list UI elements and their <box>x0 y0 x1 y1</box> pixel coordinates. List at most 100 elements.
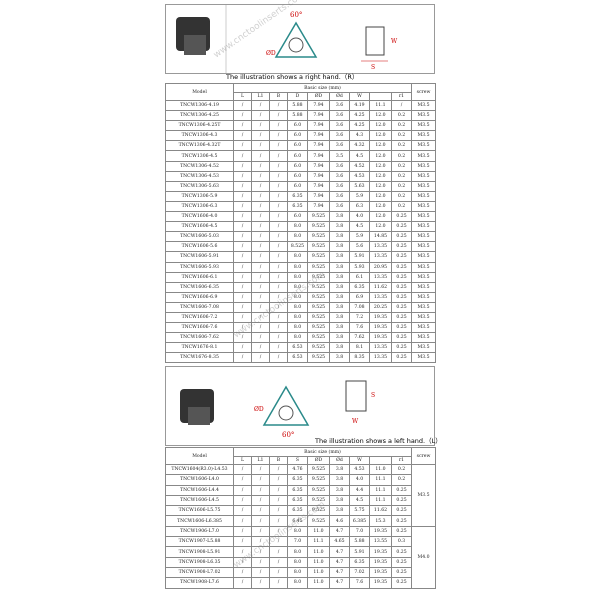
cell: 4.7 <box>329 546 350 558</box>
cell: 0.25 <box>390 281 413 293</box>
cell: 4.65 <box>329 536 350 548</box>
cell: 6.0 <box>287 180 308 192</box>
cell: TNCW1606-6.9 <box>165 291 234 303</box>
cell: 12.0 <box>369 160 392 172</box>
cell: / <box>233 546 252 558</box>
cell: 4.7 <box>329 556 350 568</box>
dim-label: W <box>391 38 398 45</box>
cell: 0.25 <box>390 484 413 496</box>
cell: / <box>251 190 270 202</box>
header-cell: D <box>287 92 308 101</box>
cell: 4.25 <box>349 120 370 132</box>
cell: 0.25 <box>390 546 413 558</box>
cell: 0.25 <box>390 221 413 233</box>
figure-left: 60° ØD W S <box>165 366 435 446</box>
header-cell: S <box>287 456 308 465</box>
cell: 9.525 <box>307 505 330 517</box>
cell: TNCW1606-L5.75 <box>165 505 234 517</box>
cell: 6.0 <box>287 160 308 172</box>
cell: / <box>269 160 288 172</box>
cell: 11.0 <box>307 546 330 558</box>
cell: 3.6 <box>329 140 350 152</box>
header-cell: L <box>233 456 252 465</box>
cell: 5.88 <box>287 110 308 122</box>
cell: TNCW1306-4.52 <box>165 160 234 172</box>
cell: / <box>233 271 252 283</box>
cell: / <box>269 150 288 162</box>
cell: 7.0 <box>287 536 308 548</box>
cell: 0.2 <box>390 190 413 202</box>
cell: / <box>269 221 288 233</box>
cell: 0.2 <box>390 474 413 486</box>
header-cell: W <box>349 92 370 101</box>
cell: 19.35 <box>369 556 392 568</box>
cell: 7.94 <box>307 150 330 162</box>
cell: TNCW1908-L6.35 <box>165 556 234 568</box>
cell: 5.91 <box>349 251 370 263</box>
cell: / <box>269 180 288 192</box>
header-cell: Ød <box>329 456 350 465</box>
cell: 3.6 <box>329 130 350 142</box>
cell: 13.35 <box>369 271 392 283</box>
cell: 0.25 <box>390 241 413 253</box>
cell: 12.0 <box>369 200 392 213</box>
cell: / <box>251 241 270 253</box>
cell: / <box>233 241 252 253</box>
header-cell: Basic size (mm) <box>232 83 413 93</box>
cell: / <box>269 505 288 517</box>
cell: 13.35 <box>369 352 392 364</box>
cell: M3.5 <box>411 221 437 233</box>
cell: 8.0 <box>287 577 308 589</box>
cell: M3.5 <box>411 311 437 324</box>
cell: 13.35 <box>369 241 392 253</box>
cell: 0.2 <box>390 150 413 162</box>
cell: 6.35 <box>287 474 308 486</box>
cell: 13.35 <box>369 291 392 303</box>
cell: 9.525 <box>307 271 330 283</box>
cell: / <box>233 505 252 517</box>
cell: / <box>233 322 252 334</box>
cell: 9.525 <box>307 241 330 253</box>
cell: 8.0 <box>287 566 308 579</box>
figure-right: 60° ØD W S <box>165 4 435 74</box>
cell: 0.25 <box>390 311 413 324</box>
cell: 7.62 <box>349 332 370 344</box>
cell: 6.385 <box>349 515 370 527</box>
header-cell: L <box>233 92 252 101</box>
cell: 6.0 <box>287 120 308 132</box>
cell: 8.0 <box>287 301 308 313</box>
cell: 7.94 <box>307 160 330 172</box>
cell: 5.91 <box>349 546 370 558</box>
cell: 0.2 <box>390 200 413 213</box>
cell: / <box>251 281 270 293</box>
cell: TNCW1606-L4.5 <box>165 494 234 507</box>
cell: / <box>233 352 252 364</box>
cell: TNCW1604(R3.0)-L4.53 <box>165 463 234 476</box>
cell: 8.0 <box>287 556 308 568</box>
cell: / <box>233 170 252 182</box>
cell: 6.0 <box>287 211 308 223</box>
cell: 7.94 <box>307 170 330 182</box>
cell: / <box>251 110 270 122</box>
cell: M3.5 <box>411 190 437 202</box>
cell: 0.25 <box>390 301 413 313</box>
cell: / <box>233 231 252 243</box>
cell: / <box>251 130 270 142</box>
cell: / <box>251 251 270 263</box>
header-cell: ØD <box>307 92 330 101</box>
cell: TNCW1606-7.62 <box>165 332 234 344</box>
cell: 0.25 <box>390 556 413 568</box>
cell: 0.25 <box>390 525 413 538</box>
cell: TNCW1306-4.32T <box>165 140 234 152</box>
cell: / <box>251 160 270 172</box>
cell: TNCW1606-7.6 <box>165 322 234 334</box>
cell: / <box>233 130 252 142</box>
cell: 7.94 <box>307 190 330 202</box>
cell: 12.0 <box>369 170 392 182</box>
cell: 6.53 <box>287 342 308 354</box>
cell: 9.525 <box>307 342 330 354</box>
cell: / <box>233 536 252 548</box>
cell: / <box>251 261 270 273</box>
cell: 7.94 <box>307 120 330 132</box>
